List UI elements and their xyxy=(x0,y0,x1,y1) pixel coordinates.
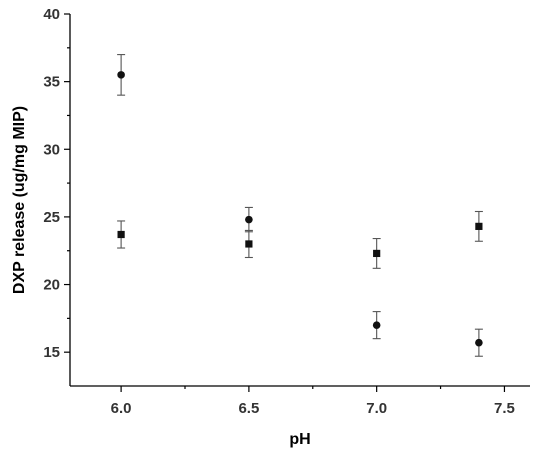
y-tick-label: 30 xyxy=(43,141,60,158)
data-point-square xyxy=(373,249,381,258)
axes xyxy=(69,14,530,387)
data-point-square xyxy=(475,222,483,230)
data-marks xyxy=(117,54,483,357)
x-tick-label: 7.0 xyxy=(366,400,387,417)
x-tick-label: 7.5 xyxy=(494,400,515,417)
data-point-circle xyxy=(245,215,253,224)
x-tick-label: 6.0 xyxy=(111,400,132,417)
y-tick-label: 40 xyxy=(43,6,60,23)
data-point-square xyxy=(245,240,253,248)
y-tick-label: 15 xyxy=(43,344,60,361)
x-tick-label: 6.5 xyxy=(238,400,259,417)
y-tick-label: 20 xyxy=(43,277,60,294)
data-point-circle xyxy=(372,321,381,329)
data-point-circle xyxy=(475,338,483,347)
y-tick-label: 25 xyxy=(43,209,60,226)
ticks: 15 20 25 30 35 40 6.0 6.5 7.0 7.5 xyxy=(43,6,515,417)
x-axis-title: pH xyxy=(289,431,310,448)
y-tick-label: 35 xyxy=(43,74,60,91)
data-point-square xyxy=(117,230,125,239)
data-point-circle xyxy=(117,71,125,79)
y-axis-title: DXP release (ug/mg MIP) xyxy=(11,106,28,294)
